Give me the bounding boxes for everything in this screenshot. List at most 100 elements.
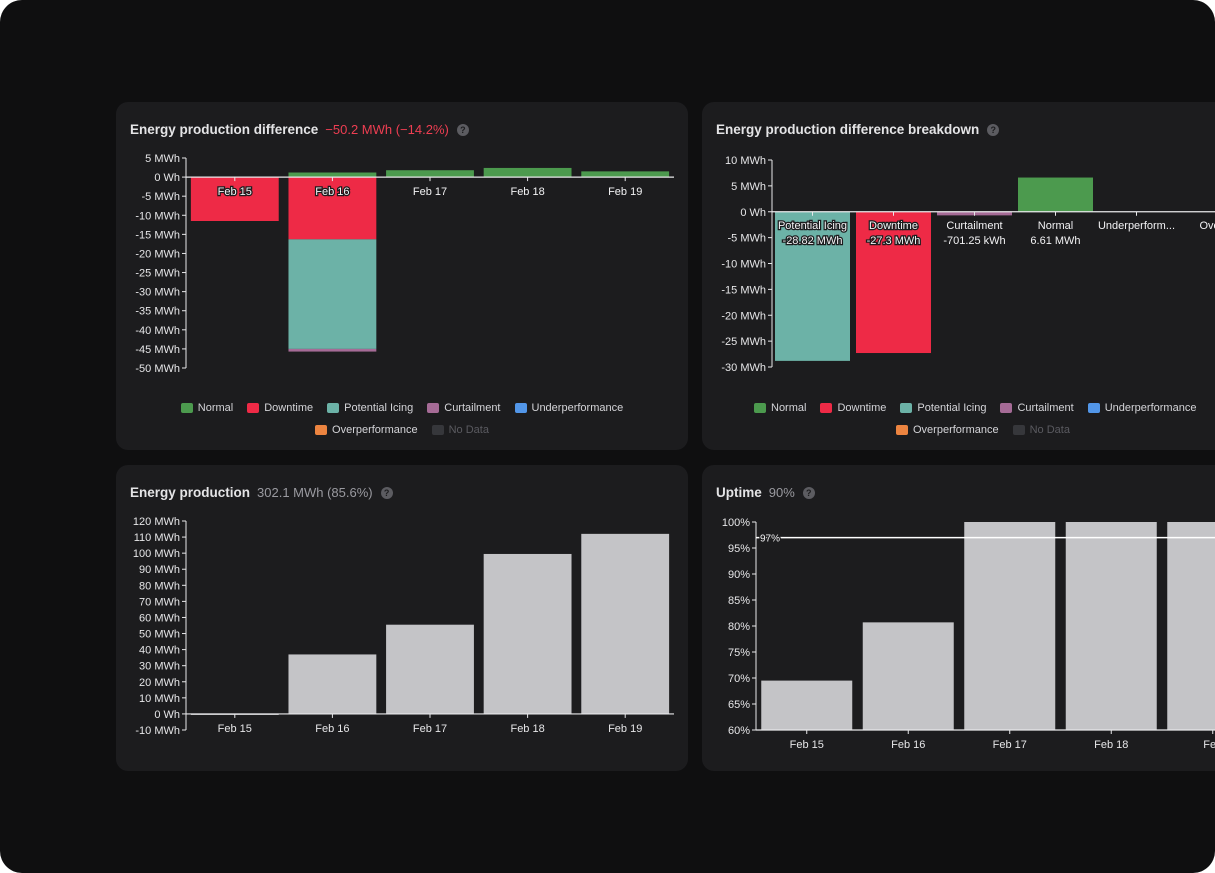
y-tick-label: 90% bbox=[728, 569, 750, 581]
y-tick-label: 10 MWh bbox=[725, 155, 766, 167]
card-title-row: Energy production difference −50.2 MWh (… bbox=[130, 122, 469, 137]
breakdown-chart: 10 MWh 5 MWh 0 Wh -5 MWh -10 MWh -15 MWh -20 M… bbox=[721, 155, 1215, 374]
y-tick-label: -20 MWh bbox=[135, 248, 180, 260]
y-tick-label: 95% bbox=[728, 543, 750, 555]
production-metric: 302.1 MWh (85.6%) bbox=[257, 485, 373, 500]
y-tick-label: 80 MWh bbox=[139, 580, 180, 592]
bar bbox=[964, 522, 1056, 730]
y-tick-label: 60 MWh bbox=[139, 612, 180, 624]
x-tick-label: Feb 19 bbox=[608, 723, 642, 735]
legend-item-underperformance[interactable]: Underperformance bbox=[1087, 402, 1196, 414]
y-tick-label: 100% bbox=[722, 517, 750, 529]
card-energy-production: Energy production 302.1 MWh (85.6%) ? 12… bbox=[116, 465, 688, 771]
bar-downtime bbox=[856, 211, 931, 354]
legend-item-normal[interactable]: Normal bbox=[754, 402, 806, 414]
bar-icing bbox=[775, 211, 850, 361]
data-label: -28.82 MWh bbox=[783, 235, 843, 247]
x-tick-label: Normal bbox=[1038, 220, 1073, 232]
y-tick-label: 65% bbox=[728, 699, 750, 711]
legend-label: No Data bbox=[1029, 424, 1070, 436]
y-tick-label: -30 MWh bbox=[135, 287, 180, 299]
y-tick-label: 110 MWh bbox=[134, 532, 180, 544]
bar-icing bbox=[288, 239, 377, 349]
legend-item-potential-icing[interactable]: Potential Icing bbox=[900, 402, 986, 414]
legend-label: Normal bbox=[771, 402, 807, 414]
bar-normal bbox=[288, 172, 377, 178]
legend-label: Overperformance bbox=[913, 424, 999, 436]
y-tick-label: -15 MWh bbox=[721, 284, 766, 296]
legend-item-overperformance[interactable]: Overperformance bbox=[896, 424, 999, 436]
card-title-row: Uptime 90% ? bbox=[716, 485, 815, 500]
help-icon[interactable]: ? bbox=[802, 486, 815, 499]
x-tick-label: Downtime bbox=[869, 220, 918, 232]
x-tick-label: Feb 15 bbox=[218, 186, 252, 198]
y-tick-label: 70 MWh bbox=[139, 596, 180, 608]
legend-label: No Data bbox=[448, 424, 489, 436]
y-tick-label: -15 MWh bbox=[135, 229, 180, 241]
y-tick-label: 40 MWh bbox=[139, 645, 180, 657]
legend-item-curtailment[interactable]: Curtailment bbox=[1000, 402, 1074, 414]
legend-item-downtime[interactable]: Downtime bbox=[247, 402, 313, 414]
y-tick-label: 0 Wh bbox=[154, 172, 180, 184]
x-tick-label: Feb 16 bbox=[891, 739, 925, 751]
legend-label: Curtailment bbox=[1017, 402, 1074, 414]
x-tick-label: Feb bbox=[1203, 739, 1215, 751]
bar bbox=[761, 680, 853, 730]
x-tick-label: Feb 15 bbox=[790, 739, 824, 751]
legend-item-no-data[interactable]: No Data bbox=[1012, 424, 1070, 436]
help-icon[interactable]: ? bbox=[987, 123, 1000, 136]
y-tick-label: 90 MWh bbox=[139, 564, 180, 576]
bar-downtime bbox=[288, 177, 377, 240]
y-tick-label: 20 MWh bbox=[139, 677, 180, 689]
y-tick-label: 10 MWh bbox=[139, 693, 180, 705]
x-tick-label: Feb 19 bbox=[608, 186, 642, 198]
card-title: Energy production bbox=[130, 485, 251, 500]
legend-label: Downtime bbox=[837, 402, 887, 414]
y-tick-label: 80% bbox=[728, 621, 750, 633]
legend-item-curtailment[interactable]: Curtailment bbox=[427, 402, 501, 414]
x-tick-label: Feb 17 bbox=[413, 723, 447, 735]
y-tick-label: -10 MWh bbox=[721, 259, 766, 271]
bar-normal bbox=[483, 167, 572, 178]
x-tick-label: Feb 18 bbox=[510, 186, 544, 198]
legend-label: Overperformance bbox=[332, 424, 418, 436]
x-tick-label: Underperform... bbox=[1098, 220, 1175, 232]
x-tick-label: Feb 18 bbox=[510, 723, 544, 735]
production-chart: 120 MWh 110 MWh 100 MWh 90 MWh 80 MWh 70 MWh 6… bbox=[133, 516, 674, 737]
y-tick-label: -25 MWh bbox=[721, 336, 766, 348]
legend-item-normal[interactable]: Normal bbox=[180, 402, 234, 414]
help-icon[interactable]: ? bbox=[380, 486, 393, 499]
uptime-metric: 90% bbox=[768, 485, 795, 500]
bar bbox=[1167, 522, 1215, 730]
y-tick-label: 0 Wh bbox=[154, 709, 180, 721]
y-tick-label: -40 MWh bbox=[135, 325, 180, 337]
legend-item-potential-icing[interactable]: Potential Icing bbox=[327, 402, 413, 414]
y-tick-label: 100 MWh bbox=[133, 548, 180, 560]
uptime-chart: 100% 95% 90% 85% 80% 75% 70% 65% 60% 97% Feb 15 Feb… bbox=[722, 517, 1215, 751]
help-icon[interactable]: ? bbox=[456, 123, 469, 136]
y-tick-label: 0 Wh bbox=[740, 207, 766, 219]
x-tick-label: Overpe bbox=[1199, 220, 1215, 232]
y-tick-label: 120 MWh bbox=[133, 516, 180, 528]
card-uptime: Uptime 90% ? 100% 95% 90% 85% 80% 75% 70% 65% 60… bbox=[702, 465, 1215, 771]
y-tick-label: -10 MWh bbox=[135, 210, 180, 222]
x-tick-label: Feb 18 bbox=[1094, 739, 1128, 751]
y-tick-label: -5 MWh bbox=[728, 233, 767, 245]
card-difference-breakdown: Energy production difference breakdown ?… bbox=[702, 102, 1215, 450]
legend-label: Normal bbox=[197, 402, 234, 414]
y-tick-label: -45 MWh bbox=[135, 344, 180, 356]
legend-item-no-data[interactable]: No Data bbox=[431, 424, 489, 436]
data-label: -27.3 MWh bbox=[867, 235, 921, 247]
legend: Normal Downtime Potential Icing Curtailm… bbox=[702, 402, 1215, 436]
legend-item-underperformance[interactable]: Underperformance bbox=[514, 402, 623, 414]
y-tick-label: -35 MWh bbox=[135, 306, 180, 318]
y-tick-label: 75% bbox=[728, 647, 750, 659]
y-tick-label: -5 MWh bbox=[142, 191, 181, 203]
data-label: 6.61 MWh bbox=[1030, 235, 1080, 247]
bar bbox=[386, 624, 474, 714]
y-tick-label: 50 MWh bbox=[139, 629, 180, 641]
legend-label: Curtailment bbox=[444, 402, 501, 414]
legend-item-overperformance[interactable]: Overperformance bbox=[315, 424, 418, 436]
legend-item-downtime[interactable]: Downtime bbox=[820, 402, 886, 414]
